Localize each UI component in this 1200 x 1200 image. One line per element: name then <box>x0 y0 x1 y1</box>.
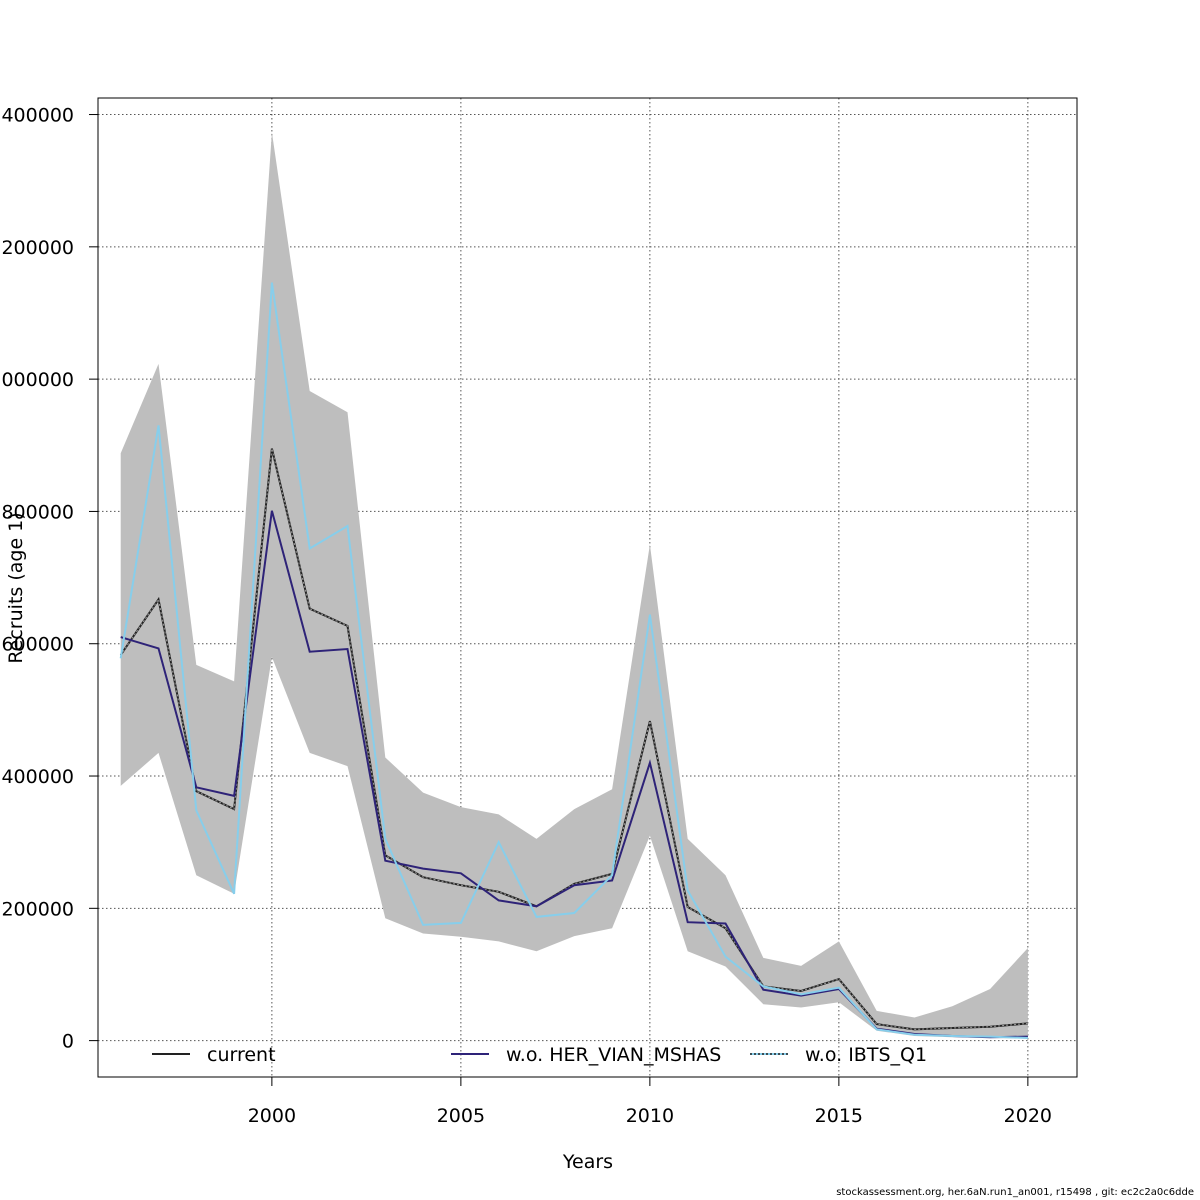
y-axis-ticks: 0 200000 400000 600000 800000 1000000 1200000 1… <box>0 105 98 1053</box>
series-lines-layer <box>119 282 1028 1039</box>
y-tick-label-1400000: 1400000 <box>0 105 74 127</box>
legend-label-1: current <box>207 1044 276 1066</box>
confidence-band <box>120 132 1028 1039</box>
y-tick-label-400000: 400000 <box>1 766 74 788</box>
x-axis-ticks: 2000 2005 2010 2015 2020 <box>248 1077 1052 1127</box>
series-line-ibts-q1 <box>119 282 1028 1039</box>
footer-source-text: stockassessment.org, her.6aN.run1_an001,… <box>836 1187 1194 1198</box>
y-axis-label: Recruits (age 1) <box>5 512 27 663</box>
legend: current w.o. HER_VIAN_MSHAS w.o. IBTS_Q1 <box>152 1044 927 1066</box>
y-tick-label-0: 0 <box>62 1031 74 1053</box>
y-tick-label-600000: 600000 <box>1 634 74 656</box>
x-tick-label-2015: 2015 <box>815 1105 863 1127</box>
x-tick-label-2020: 2020 <box>1004 1105 1052 1127</box>
series-line-current <box>119 448 1028 1031</box>
y-tick-label-1000000: 1000000 <box>0 369 74 391</box>
plot-frame <box>97 97 1078 1078</box>
x-tick-label-2000: 2000 <box>248 1105 296 1127</box>
y-tick-label-800000: 800000 <box>1 501 74 523</box>
x-tick-label-2005: 2005 <box>437 1105 485 1127</box>
confidence-band-layer <box>120 132 1028 1039</box>
x-axis-label: Years <box>562 1151 613 1173</box>
x-tick-label-2010: 2010 <box>626 1105 674 1127</box>
legend-label-3: w.o. IBTS_Q1 <box>805 1044 927 1066</box>
y-tick-label-1200000: 1200000 <box>0 237 74 259</box>
legend-label-2: w.o. HER_VIAN_MSHAS <box>506 1044 721 1066</box>
y-tick-label-200000: 200000 <box>1 898 74 920</box>
